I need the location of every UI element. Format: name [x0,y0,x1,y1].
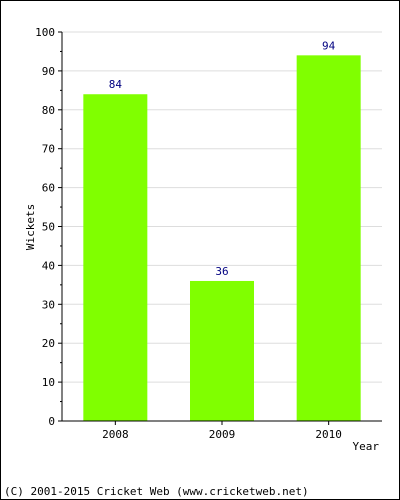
x-tick-label: 2008 [102,428,129,441]
y-tick-label: 40 [42,259,55,272]
labels: 0 10 20 30 40 50 60 70 80 90 100 84 2008 36 2009 94 2010 [35,26,342,441]
y-tick-label: 90 [42,65,55,78]
y-tick-label: 50 [42,221,55,234]
axes [58,31,382,425]
y-tick-label: 100 [35,26,55,39]
x-tick-label: 2009 [209,428,236,441]
bars [83,55,361,422]
data-label: 94 [322,39,336,52]
x-tick-label: 2010 [315,428,342,441]
y-tick-label: 20 [42,337,55,350]
data-label: 36 [215,265,228,278]
bar-2010 [296,55,361,422]
data-label: 84 [109,78,123,91]
y-tick-label: 60 [42,182,55,195]
y-axis-label: Wickets [24,204,37,250]
y-tick-label: 80 [42,104,55,117]
y-tick-label: 10 [42,376,55,389]
y-tick-label: 30 [42,298,55,311]
copyright-footer: (C) 2001-2015 Cricket Web (www.cricketwe… [4,485,309,498]
x-axis-label: Year [353,440,380,453]
y-tick-label: 70 [42,143,55,156]
bar-2008 [83,94,148,422]
y-tick-label: 0 [48,415,55,428]
bar-2009 [190,280,254,421]
